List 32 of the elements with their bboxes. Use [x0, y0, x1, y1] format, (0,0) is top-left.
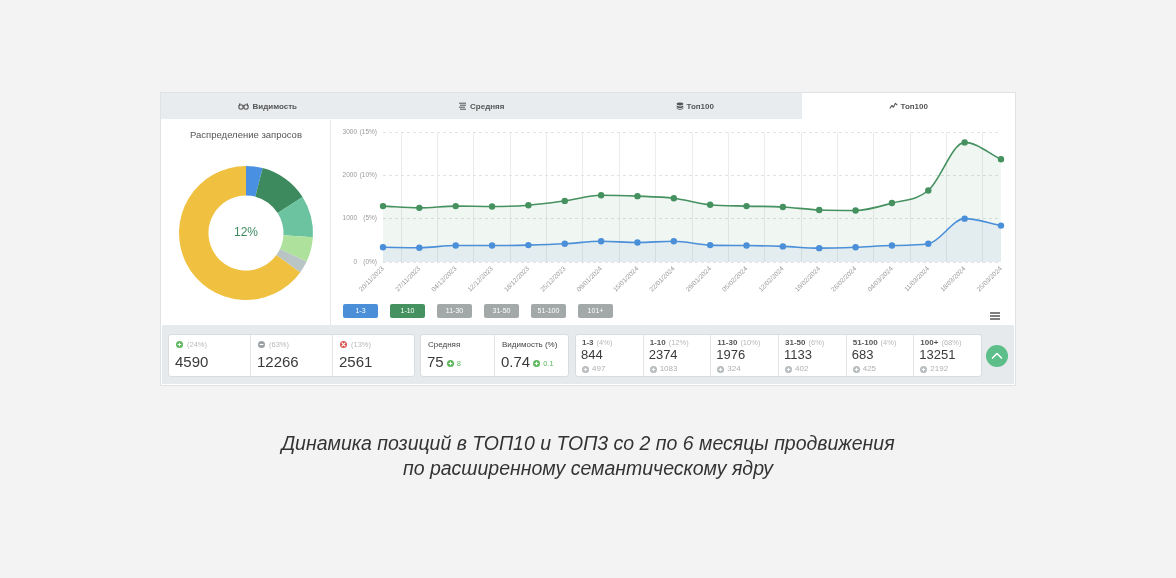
text: 13251	[919, 347, 956, 362]
text: 11-30	[717, 338, 738, 347]
text: 12%	[233, 225, 259, 240]
text: 402	[795, 364, 809, 374]
text: 12266	[257, 353, 299, 370]
text: 497	[592, 364, 606, 374]
text: Видимость (%)	[502, 340, 558, 349]
text: 2192	[930, 364, 949, 374]
text: 425	[862, 364, 877, 374]
text: 1-3	[582, 338, 594, 347]
text: 2374	[648, 347, 678, 362]
text: 75	[427, 353, 444, 370]
text: 51-100	[852, 338, 878, 347]
text: 0.74	[501, 353, 531, 370]
text: Видимость	[252, 101, 298, 111]
text: Динамика позиций в ТОП10 и ТОП3 со 2 по 6 месяцы продвижения по расширенному семантическому ядру	[278, 431, 896, 481]
text: 2561	[339, 353, 373, 370]
text: Средняя	[428, 340, 461, 349]
text: Средняя	[470, 101, 505, 111]
text: Топ100	[900, 101, 928, 111]
chart-title: Распределение запросов	[189, 129, 303, 140]
text: 1-10	[649, 338, 666, 347]
text: 1976	[716, 347, 746, 362]
text: 324	[727, 364, 741, 374]
text: 4590	[175, 353, 209, 370]
text: 100+	[920, 338, 939, 347]
text: 31-50	[785, 338, 806, 347]
text: 844	[581, 347, 603, 362]
text: 1083	[659, 364, 678, 374]
text: 1133	[784, 347, 812, 362]
text: Топ100	[686, 101, 714, 111]
text: 683	[851, 347, 874, 362]
